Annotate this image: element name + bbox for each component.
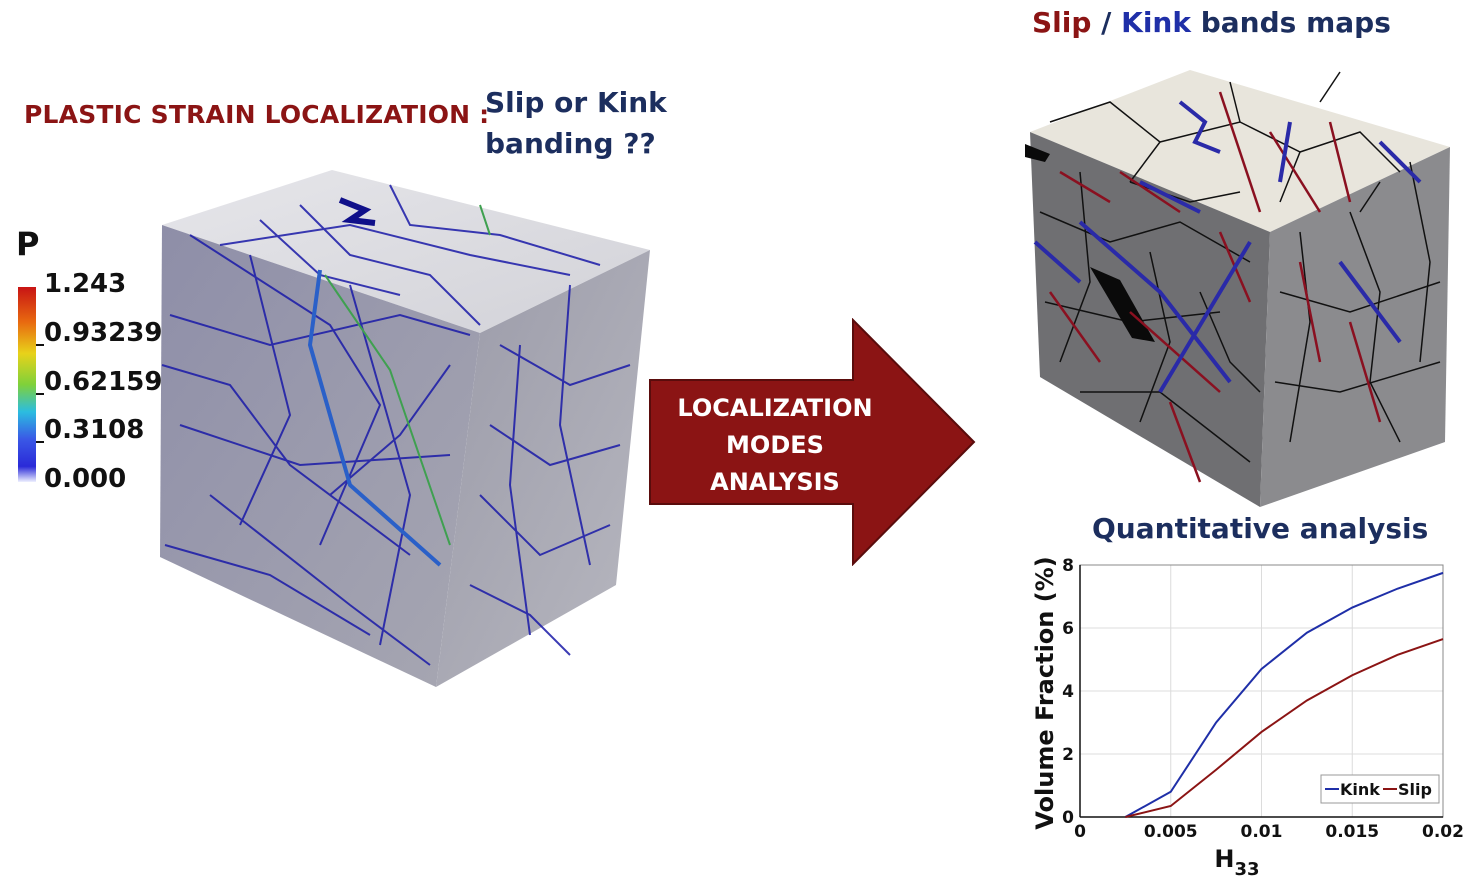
x-tick-label-3: 0.015	[1325, 822, 1379, 842]
slip-or-kink-question: Slip or Kink banding ??	[485, 82, 667, 164]
volume-fraction-chart: 0 0.005 0.01 0.015 0.02 0 2 4 6 8 Volume Fraction…	[1031, 556, 1464, 880]
chart-ticks: 0 0.005 0.01 0.015 0.02 0 2 4 6 8	[1062, 556, 1464, 842]
colorbar-title: P	[16, 225, 40, 263]
slip-kink-cube	[1025, 70, 1450, 507]
analysis-arrow	[649, 318, 976, 566]
series-line-slip	[1125, 638, 1444, 818]
colorbar-label-3: 0.62159	[44, 367, 163, 397]
chart-legend: Kink Slip	[1320, 774, 1440, 804]
cube-right-face	[1260, 147, 1450, 507]
y-tick-label-2: 4	[1062, 682, 1074, 702]
plastic-strain-cube	[160, 170, 650, 687]
question-line-2: banding ??	[485, 127, 656, 160]
question-line-1: Slip or Kink	[485, 86, 667, 119]
colorbar-label-min: 0.000	[44, 464, 127, 494]
legend-label-kink: Kink	[1340, 780, 1380, 799]
y-tick-label-1: 2	[1062, 745, 1074, 765]
chart-axes	[1079, 564, 1444, 818]
x-axis-label-main: H	[1214, 845, 1234, 873]
plastic-strain-heading: PLASTIC STRAIN LOCALIZATION :	[24, 100, 490, 129]
colorbar-label-2: 0.93239	[44, 318, 163, 348]
y-tick-label-3: 6	[1062, 619, 1074, 639]
y-tick-label-4: 8	[1062, 556, 1074, 576]
colorbar-label-max: 1.243	[44, 269, 127, 299]
chart-series	[1124, 571, 1444, 818]
arrow-line-3: ANALYSIS	[710, 468, 840, 496]
title-kink: Kink	[1121, 6, 1191, 39]
x-axis-label-sub: 33	[1235, 859, 1260, 880]
cube-top-face	[162, 170, 650, 333]
cube-left-face	[160, 225, 480, 687]
x-tick-label-1: 0.005	[1144, 822, 1198, 842]
arrow-line-1: LOCALIZATION	[677, 394, 873, 422]
x-tick-label-4: 0.02	[1422, 822, 1464, 842]
title-rest: bands maps	[1191, 6, 1391, 39]
arrow-label: LOCALIZATION MODES ANALYSIS	[655, 390, 895, 501]
x-axis-label: H33	[1214, 845, 1259, 880]
bands-maps-title: Slip / Kink bands maps	[1032, 6, 1391, 39]
colorbar-label-4: 0.3108	[44, 415, 145, 445]
y-axis-label: Volume Fraction (%)	[1031, 556, 1059, 829]
cube-right-face	[436, 250, 650, 687]
series-line-kink	[1124, 571, 1444, 818]
y-tick-label-0: 0	[1062, 808, 1074, 828]
colorbar-gradient	[18, 287, 36, 482]
plastic-strain-colorbar: P 1.243 0.93239 0.62159 0.3108 0.000	[10, 225, 170, 505]
title-slip: Slip	[1032, 6, 1092, 39]
x-tick-label-0: 0	[1074, 822, 1086, 842]
arrow-shape	[649, 318, 976, 566]
arrow-line-2: MODES	[726, 431, 824, 459]
legend-label-slip: Slip	[1398, 780, 1432, 799]
legend-box	[1320, 774, 1440, 804]
title-separator: /	[1091, 6, 1122, 39]
chart-title: Quantitative analysis	[1092, 512, 1429, 545]
x-tick-label-2: 0.01	[1241, 822, 1283, 842]
